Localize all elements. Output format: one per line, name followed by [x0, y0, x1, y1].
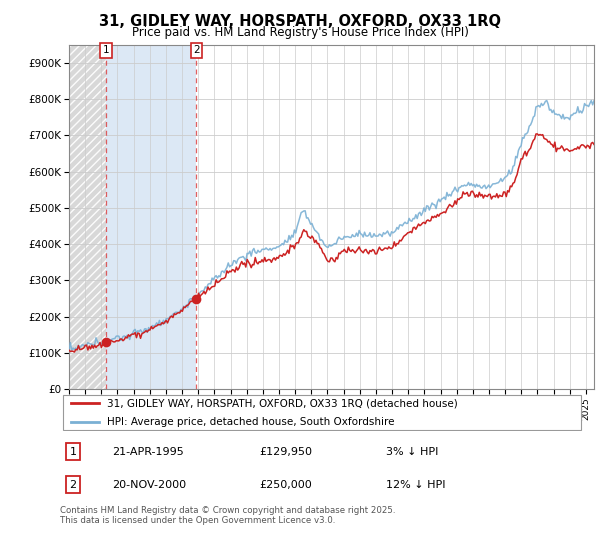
Text: 21-APR-1995: 21-APR-1995 [113, 447, 184, 456]
Text: £250,000: £250,000 [260, 480, 312, 489]
FancyBboxPatch shape [62, 395, 581, 430]
Text: 2: 2 [70, 480, 77, 489]
Text: 3% ↓ HPI: 3% ↓ HPI [386, 447, 438, 456]
Text: 1: 1 [70, 447, 77, 456]
Text: 20-NOV-2000: 20-NOV-2000 [113, 480, 187, 489]
Text: 12% ↓ HPI: 12% ↓ HPI [386, 480, 445, 489]
Text: £129,950: £129,950 [260, 447, 313, 456]
Bar [69, 45, 106, 389]
Text: Price paid vs. HM Land Registry's House Price Index (HPI): Price paid vs. HM Land Registry's House … [131, 26, 469, 39]
Text: HPI: Average price, detached house, South Oxfordshire: HPI: Average price, detached house, Sout… [107, 417, 395, 427]
Text: 2: 2 [193, 45, 200, 55]
Bar [106, 45, 196, 389]
Text: 31, GIDLEY WAY, HORSPATH, OXFORD, OX33 1RQ (detached house): 31, GIDLEY WAY, HORSPATH, OXFORD, OX33 1… [107, 398, 458, 408]
Text: Contains HM Land Registry data © Crown copyright and database right 2025.
This d: Contains HM Land Registry data © Crown c… [60, 506, 395, 525]
Text: 1: 1 [103, 45, 110, 55]
Text: 31, GIDLEY WAY, HORSPATH, OXFORD, OX33 1RQ: 31, GIDLEY WAY, HORSPATH, OXFORD, OX33 1… [99, 14, 501, 29]
Bar [69, 45, 106, 389]
